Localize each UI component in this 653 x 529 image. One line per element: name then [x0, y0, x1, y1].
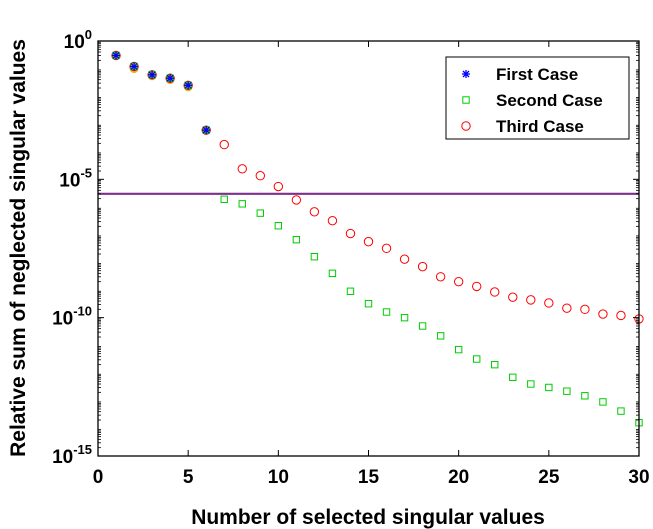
first-case-point	[130, 62, 139, 71]
second-case-point	[436, 332, 445, 340]
x-tick-label: 30	[628, 467, 649, 488]
first-case-point	[148, 70, 157, 79]
third-case-point	[363, 236, 374, 247]
third-case-point	[201, 125, 211, 135]
x-tick-label: 25	[538, 467, 560, 488]
third-case-point	[453, 276, 464, 287]
second-case-point	[509, 373, 517, 381]
third-case-point	[129, 61, 139, 72]
third-case-point	[219, 139, 229, 150]
first-case-point	[184, 81, 193, 90]
third-case-point	[309, 207, 320, 217]
third-case-point	[345, 228, 356, 239]
third-case-point	[273, 181, 284, 192]
y-tick-label: 10-5	[59, 165, 92, 191]
third-case-point	[508, 292, 518, 302]
plot-area	[98, 50, 644, 427]
third-case-point	[490, 287, 500, 297]
second-case-point	[238, 200, 246, 208]
second-case-point	[256, 209, 265, 217]
ticks-group: 0 5 10 15 20 25 30 100 10-5 10-10 10-15	[52, 27, 650, 488]
third-case-point	[111, 50, 121, 61]
second-case-point	[364, 299, 373, 308]
third-case-point	[165, 73, 175, 83]
second-case-point	[292, 235, 301, 244]
third-case-point	[237, 164, 247, 174]
third-case-point	[616, 310, 626, 321]
x-tick-label: 0	[93, 467, 104, 488]
y-tick-label: 100	[64, 27, 92, 53]
third-case-point	[472, 281, 482, 292]
x-tick-label: 10	[268, 467, 289, 488]
x-tick-label: 15	[358, 467, 380, 488]
third-case-point	[327, 215, 338, 226]
second-case-point	[220, 195, 228, 203]
third-case-point	[399, 254, 410, 264]
second-case-point	[310, 252, 319, 261]
second-case-point	[346, 287, 355, 295]
second-case-point	[563, 387, 571, 395]
second-case-point	[581, 392, 589, 400]
third-case-point	[417, 261, 428, 272]
third-case-point	[183, 80, 193, 91]
first-case-point	[112, 51, 121, 60]
second-case-point	[418, 322, 427, 330]
second-case-point	[545, 383, 553, 392]
second-case-point	[274, 222, 283, 230]
third-case-point	[255, 171, 265, 181]
legend-label-third-case: Third Case	[496, 117, 584, 136]
legend-marker-third-case	[461, 121, 471, 131]
first-case-point	[166, 74, 175, 83]
second-case-point	[473, 355, 481, 363]
second-case-point	[491, 360, 499, 369]
second-case-point	[599, 398, 607, 406]
second-case-point	[328, 269, 337, 278]
legend: First Case Second Case Third Case	[445, 56, 630, 140]
third-case-point	[526, 295, 536, 305]
second-case-point	[382, 308, 391, 316]
legend-box	[445, 56, 630, 140]
legend-label-first-case: First Case	[496, 65, 578, 84]
y-tick-label: 10-10	[52, 304, 92, 330]
legend-label-second-case: Second Case	[496, 91, 603, 110]
y-tick-label: 10-15	[52, 442, 92, 468]
legend-marker-second-case	[462, 96, 470, 104]
third-case-point	[562, 303, 572, 313]
third-case-point	[598, 309, 608, 319]
x-tick-label: 20	[448, 467, 469, 488]
third-case-point	[291, 195, 302, 205]
second-case-point	[527, 380, 535, 388]
third-case-point	[544, 298, 554, 308]
second-case-point	[617, 407, 625, 415]
third-case-point	[580, 304, 590, 315]
third-case-point	[435, 272, 446, 282]
y-axis-label: Relative sum of neglected singular value…	[7, 39, 30, 457]
x-axis-label: Number of selected singular values	[191, 506, 545, 529]
second-case-point	[454, 345, 463, 354]
second-case-point	[400, 313, 409, 322]
third-case-point	[381, 243, 392, 254]
legend-marker-first-case	[462, 70, 470, 78]
x-tick-label: 5	[183, 467, 194, 488]
third-case-point	[147, 70, 157, 80]
first-case-point	[202, 126, 211, 135]
